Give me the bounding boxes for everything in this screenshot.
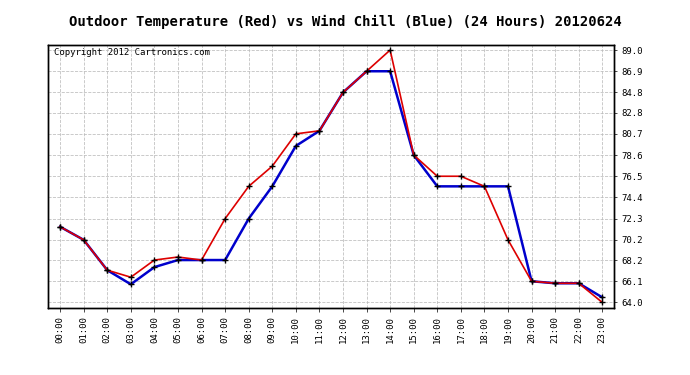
Text: Outdoor Temperature (Red) vs Wind Chill (Blue) (24 Hours) 20120624: Outdoor Temperature (Red) vs Wind Chill … — [68, 15, 622, 29]
Text: Copyright 2012 Cartronics.com: Copyright 2012 Cartronics.com — [54, 48, 210, 57]
